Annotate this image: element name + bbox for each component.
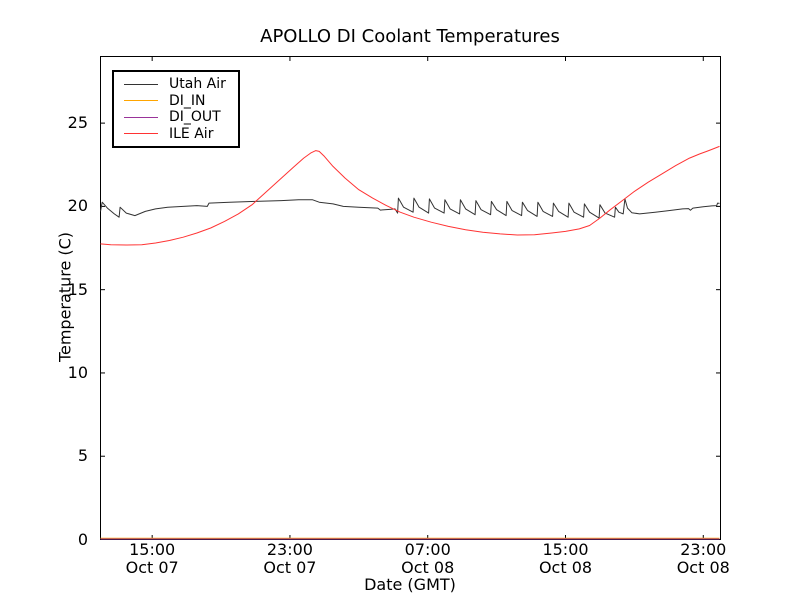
y-tick-label: 0 (77, 529, 88, 549)
legend-swatch-utah-air (124, 83, 158, 85)
x-axis-label: Date (GMT) (364, 575, 456, 594)
legend-swatch-ile-air (124, 133, 158, 135)
x-tick-date: Oct 07 (125, 557, 179, 577)
y-tick-label: 15 (67, 279, 88, 299)
x-tick-date: Oct 08 (676, 557, 730, 577)
legend-item-di-out: DI_OUT (124, 109, 226, 126)
x-tick-label: 23:00 Oct 08 (655, 541, 751, 576)
x-tick-time: 15:00 (542, 540, 589, 559)
x-tick-label: 15:00 Oct 07 (104, 541, 200, 576)
x-tick-date: Oct 07 (263, 557, 317, 577)
x-tick-time: 23:00 (266, 540, 313, 559)
x-tick-label: 15:00 Oct 08 (518, 541, 614, 576)
x-tick-label: 07:00 Oct 08 (380, 541, 476, 576)
legend-item-di-in: DI_IN (124, 93, 226, 110)
legend: Utah Air DI_IN DI_OUT ILE Air (112, 70, 240, 148)
x-tick-time: 07:00 (404, 540, 451, 559)
legend-label-di-out: DI_OUT (169, 109, 221, 126)
y-tick-label: 5 (77, 446, 88, 466)
x-tick-label: 23:00 Oct 07 (242, 541, 338, 576)
x-tick-date: Oct 08 (401, 557, 455, 577)
legend-swatch-di-out (124, 116, 158, 118)
y-tick-label: 20 (67, 196, 88, 216)
legend-label-utah-air: Utah Air (169, 76, 226, 93)
x-tick-time: 15:00 (129, 540, 176, 559)
legend-item-utah-air: Utah Air (124, 76, 226, 93)
legend-swatch-di-in (124, 100, 158, 102)
y-tick-label: 10 (67, 362, 88, 382)
series-utah-air (100, 197, 720, 219)
x-tick-date: Oct 08 (538, 557, 593, 577)
legend-item-ile-air: ILE Air (124, 126, 226, 143)
chart-title: APOLLO DI Coolant Temperatures (260, 26, 560, 47)
legend-label-ile-air: ILE Air (169, 125, 214, 142)
series-ile-air (100, 145, 720, 246)
y-tick-label: 25 (67, 113, 88, 133)
legend-label-di-in: DI_IN (169, 92, 206, 109)
x-tick-time: 23:00 (680, 540, 727, 559)
